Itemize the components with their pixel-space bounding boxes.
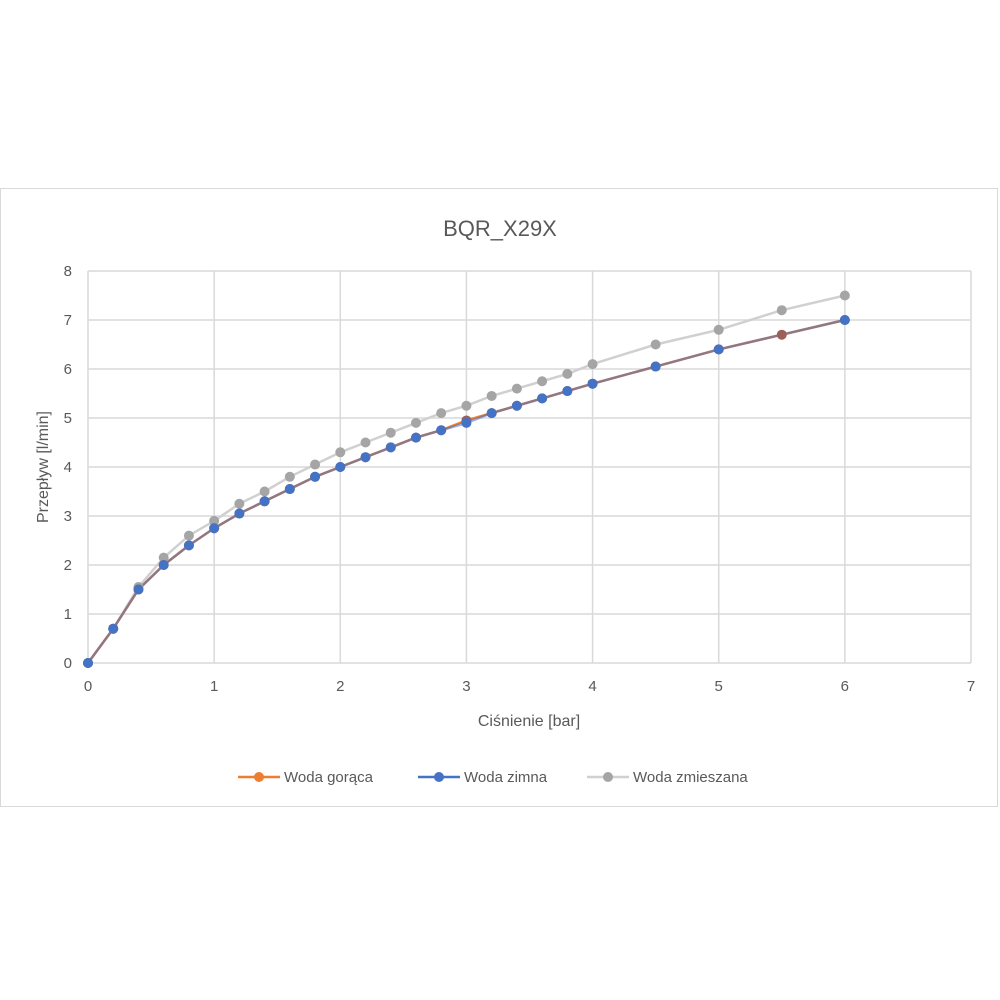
data-point [537, 376, 548, 387]
data-point [410, 417, 421, 428]
data-point [776, 329, 787, 340]
data-point [410, 432, 421, 443]
y-tick-label: 4 [64, 459, 72, 476]
data-point [133, 584, 144, 595]
data-point [537, 393, 548, 404]
x-tick-label: 5 [715, 678, 723, 695]
data-point [158, 560, 169, 570]
y-axis-label: Przepływ [l/min] [35, 411, 52, 523]
legend-marker [434, 772, 444, 782]
data-point [284, 471, 295, 482]
data-point [259, 486, 270, 497]
data-point [562, 368, 573, 379]
data-point [650, 361, 661, 372]
x-tick-label: 2 [336, 678, 344, 695]
data-point [83, 658, 93, 668]
data-point [587, 378, 598, 389]
y-tick-label: 1 [64, 606, 72, 623]
data-point [461, 417, 472, 428]
data-point [511, 400, 522, 411]
data-point [209, 523, 220, 534]
x-tick-label: 4 [588, 678, 596, 695]
data-point [436, 425, 447, 436]
data-point [310, 471, 321, 482]
data-point [436, 408, 447, 419]
data-point [360, 437, 371, 448]
y-tick-label: 0 [64, 655, 72, 672]
y-tick-label: 7 [64, 312, 72, 329]
data-point [183, 530, 194, 541]
data-point [310, 459, 321, 470]
x-tick-label: 3 [462, 678, 470, 695]
data-point [385, 442, 396, 453]
data-point [461, 400, 472, 411]
data-point [839, 290, 850, 301]
data-point [209, 515, 220, 526]
chart-title: BQR_X29X [443, 216, 557, 241]
data-point [776, 305, 787, 316]
x-tick-label: 1 [210, 678, 218, 695]
data-point [511, 383, 522, 394]
legend-label: Woda zmieszana [633, 769, 748, 786]
data-point [234, 498, 245, 509]
data-point [108, 623, 119, 634]
data-point [486, 408, 497, 419]
data-point [284, 484, 295, 495]
x-tick-label: 0 [84, 678, 92, 695]
legend-marker [603, 772, 613, 782]
data-point [486, 390, 497, 401]
x-tick-label: 7 [967, 678, 975, 695]
legend-marker [254, 772, 264, 782]
x-tick-label: 6 [841, 678, 849, 695]
y-tick-label: 2 [64, 557, 72, 574]
y-tick-label: 8 [64, 263, 72, 280]
data-point [259, 496, 270, 507]
data-point [335, 462, 346, 472]
data-point [562, 386, 573, 397]
data-point [158, 552, 169, 563]
data-point [234, 508, 245, 519]
data-point [713, 324, 724, 335]
y-tick-label: 5 [64, 410, 72, 427]
legend-label: Woda gorąca [284, 769, 374, 786]
data-point [839, 315, 850, 325]
y-tick-label: 3 [64, 508, 72, 525]
chart-frame [0, 188, 998, 807]
data-point [587, 359, 598, 370]
x-axis-label: Ciśnienie [bar] [478, 713, 580, 730]
data-point [713, 344, 724, 355]
data-point [335, 447, 346, 458]
legend-label: Woda zimna [464, 769, 548, 786]
data-point [183, 540, 194, 551]
data-point [650, 339, 661, 350]
y-tick-label: 6 [64, 361, 72, 378]
data-point [385, 427, 396, 438]
data-point [360, 452, 371, 463]
